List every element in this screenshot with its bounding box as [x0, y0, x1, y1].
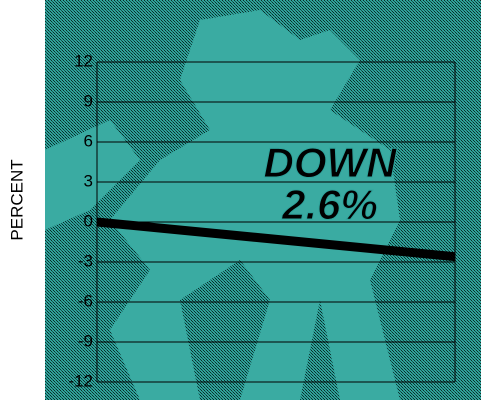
annotation: DOWN: [264, 139, 399, 186]
data-line: [96, 217, 456, 262]
y-tick-label: 6: [84, 131, 93, 150]
y-tick-label: 3: [84, 171, 93, 190]
y-tick-label: -9: [78, 331, 93, 350]
y-tick-label: -12: [68, 371, 93, 390]
y-tick-label: 0: [84, 211, 93, 230]
annotation: 2.6%: [281, 181, 378, 228]
y-tick-label: -6: [78, 291, 93, 310]
y-tick-label: -3: [78, 251, 93, 270]
y-tick-label: 9: [84, 91, 93, 110]
y-axis-label: PERCENT: [7, 159, 26, 240]
y-tick-label: 12: [74, 51, 93, 70]
